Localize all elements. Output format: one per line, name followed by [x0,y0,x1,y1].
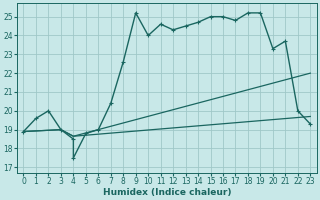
X-axis label: Humidex (Indice chaleur): Humidex (Indice chaleur) [103,188,231,197]
